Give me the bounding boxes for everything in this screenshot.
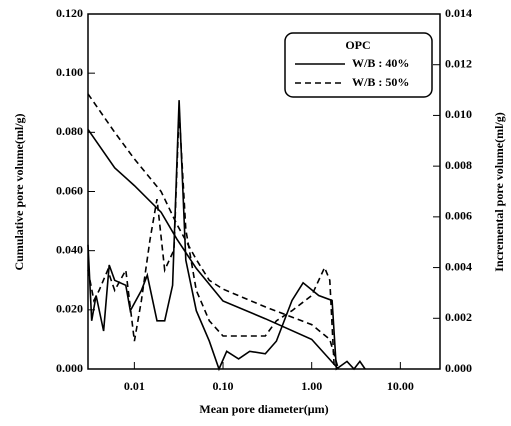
x-tick-label: 0.10 (213, 379, 234, 393)
y-axis-label: Cumulative pore volume(ml/g) (12, 113, 26, 270)
y-tick-label: 0.040 (56, 242, 83, 256)
y2-tick-label: 0.004 (445, 259, 472, 273)
x-tick-label: 1.00 (301, 379, 322, 393)
legend-label: W/B : 50% (352, 75, 409, 89)
y2-tick-label: 0.014 (445, 6, 472, 20)
y2-axis-label: Incremental pore volume(ml/g) (492, 112, 506, 272)
y2-tick-label: 0.008 (445, 158, 472, 172)
y-tick-label: 0.080 (56, 124, 83, 138)
y2-tick-label: 0.006 (445, 209, 472, 223)
y2-tick-label: 0.000 (445, 361, 472, 375)
y-tick-label: 0.100 (56, 65, 83, 79)
y-tick-label: 0.060 (56, 183, 83, 197)
x-axis-label: Mean pore diameter(μm) (199, 402, 328, 416)
cumulative-line (87, 93, 340, 370)
incremental-line (87, 110, 336, 370)
y2-tick-label: 0.010 (445, 107, 472, 121)
incremental-line (87, 100, 366, 372)
y2-tick-label: 0.012 (445, 56, 472, 70)
legend-label: W/B : 40% (352, 56, 409, 70)
y-tick-label: 0.000 (56, 361, 83, 375)
x-tick-label: 10.00 (387, 379, 414, 393)
y-tick-label: 0.120 (56, 6, 83, 20)
legend-box (284, 32, 433, 98)
y-tick-label: 0.020 (56, 302, 83, 316)
x-tick-label: 0.01 (124, 379, 145, 393)
legend-title: OPC (345, 38, 370, 52)
cumulative-line (87, 128, 339, 370)
y2-tick-label: 0.002 (445, 310, 472, 324)
